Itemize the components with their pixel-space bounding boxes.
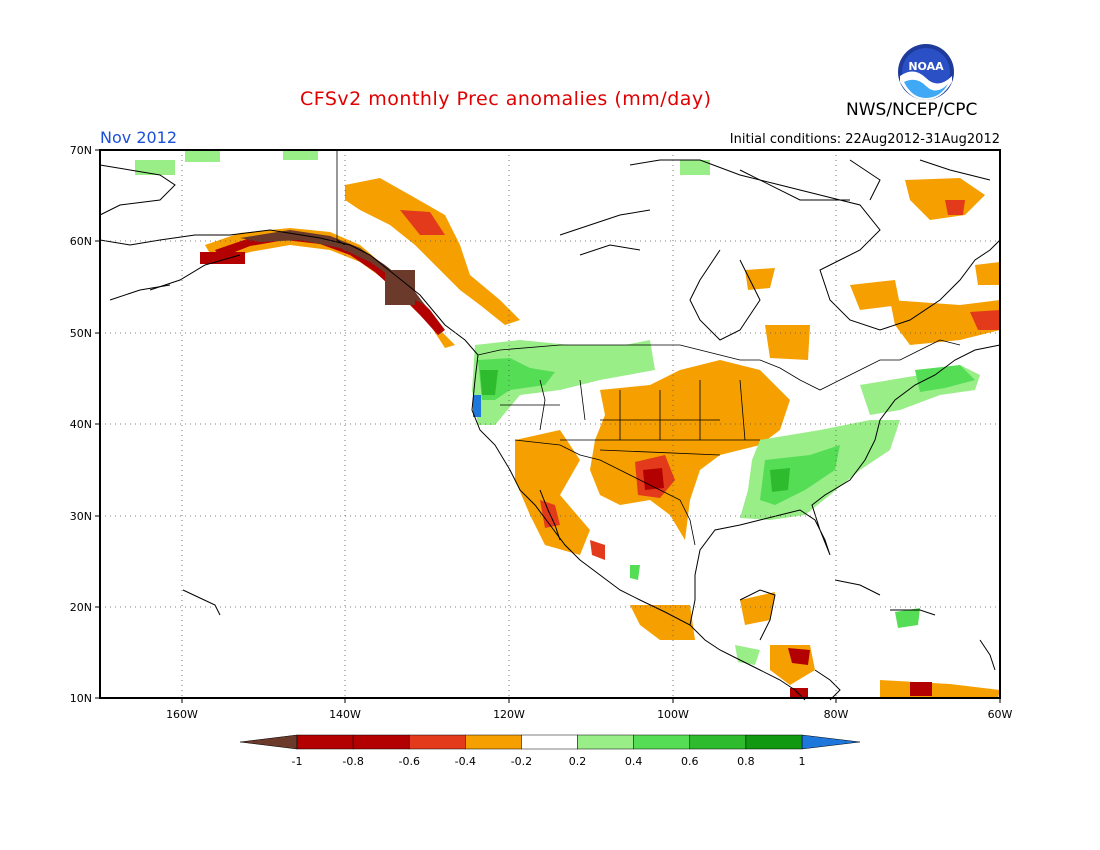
anomaly-region [765,325,810,360]
svg-text:NOAA: NOAA [908,60,944,73]
political-boundaries [336,150,961,546]
anomaly-region [735,645,760,665]
lon-label: 100W [657,708,689,721]
colorbar-label: -0.2 [511,755,532,768]
lon-label: 60W [988,708,1013,721]
colorbar-swatch [745,734,803,750]
anomaly-region [185,150,220,162]
anomaly-region [945,200,965,215]
chart-title: CFSv2 monthly Prec anomalies (mm/day) [300,88,712,110]
colorbar-label: 0.6 [681,755,699,768]
agency-label: NWS/NCEP/CPC [846,100,978,120]
axis-ticks [95,149,1001,703]
anomaly-region [630,565,640,580]
anomaly-region [205,228,455,348]
anomaly-region [480,370,498,395]
colorbar-label: -1 [292,755,303,768]
valid-month: Nov 2012 [100,128,178,147]
lat-label: 40N [70,418,92,431]
coastlines [99,159,1001,701]
colorbar-swatch [465,734,522,750]
precip-anomaly-field [135,150,1000,698]
anomaly-region [345,178,520,325]
initial-conditions: Initial conditions: 22Aug2012-31Aug2012 [729,132,1000,147]
colorbar-swatch [296,734,354,750]
lat-labels: 70N 60N 50N 40N 30N 20N 10N [70,144,92,705]
noaa-logo-icon: NOAA [898,44,954,100]
lon-label: 160W [166,708,198,721]
anomaly-region [630,605,695,640]
colorbar-swatch [689,734,747,750]
lon-label: 140W [329,708,361,721]
lat-label: 50N [70,327,92,340]
colorbar: -1 -0.8 -0.6 -0.4 -0.2 0.2 0.4 0.6 0.8 1 [239,734,861,768]
lat-label: 60N [70,235,92,248]
anomaly-region [895,608,920,628]
colorbar-swatch [633,734,691,750]
anomaly-region [515,430,590,555]
lat-label: 10N [70,692,92,705]
lon-label: 120W [493,708,525,721]
anomaly-region [788,648,810,665]
anomaly-region [880,680,1000,698]
colorbar-swatch [352,734,410,750]
anomaly-region [850,280,900,310]
lat-label: 30N [70,510,92,523]
colorbar-swatch [577,734,634,750]
lon-labels: 160W 140W 120W 100W 80W 60W [166,708,1012,721]
anomaly-region [910,682,932,696]
anomaly-region [590,540,605,560]
anomaly-region [680,160,710,175]
anomaly-region [890,300,1000,345]
colorbar-max-arrow [801,734,861,750]
anomaly-region [400,210,445,235]
anomaly-region [473,395,481,417]
anomaly-region [135,160,175,175]
anomaly-region [740,592,775,625]
graticule [100,150,1000,698]
anomaly-region [970,310,1000,330]
colorbar-swatch [521,734,578,750]
anomaly-region [905,178,985,220]
colorbar-min-arrow [239,734,298,750]
lon-label: 80W [824,708,849,721]
anomaly-region [283,150,318,160]
anomaly-region [790,688,808,698]
colorbar-label: -0.8 [342,755,363,768]
colorbar-label: -0.6 [398,755,419,768]
colorbar-label: 0.2 [569,755,587,768]
anomaly-region [240,230,425,305]
anomaly-region [478,358,555,400]
colorbar-label: 1 [799,755,806,768]
colorbar-swatch [408,734,466,750]
anomaly-region [200,252,245,264]
colorbar-label: 0.4 [625,755,643,768]
anomaly-region [472,340,655,425]
colorbar-label: -0.4 [455,755,476,768]
lat-label: 20N [70,601,92,614]
anomaly-region [770,468,790,492]
colorbar-label: 0.8 [737,755,755,768]
anomaly-region [975,262,1000,285]
anomaly-region [915,365,975,392]
lat-label: 70N [70,144,92,157]
